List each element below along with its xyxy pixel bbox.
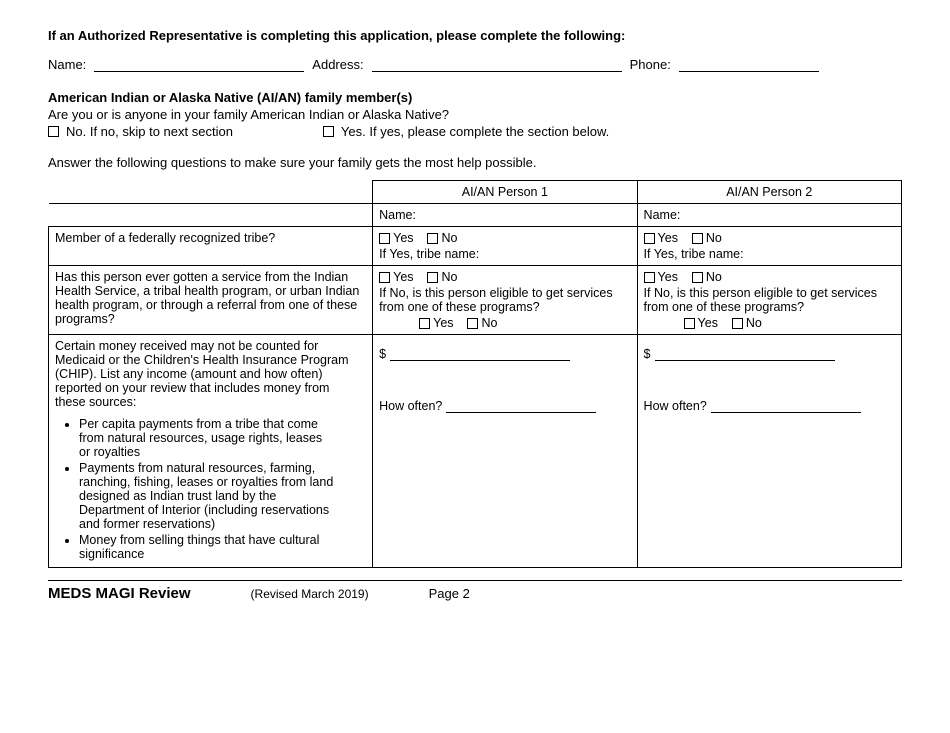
list-item: Per capita payments from a tribe that co… (79, 417, 366, 459)
checkbox-icon[interactable] (379, 272, 390, 283)
p1-amount-line[interactable] (390, 347, 570, 361)
checkbox-icon[interactable] (379, 233, 390, 244)
list-item: Payments from natural resources, farming… (79, 461, 366, 531)
aian-instruct: Answer the following questions to make s… (48, 155, 902, 170)
p2-howoften-line[interactable] (711, 399, 861, 413)
q1-label: Member of a federally recognized tribe? (49, 227, 373, 266)
footer-revised: (Revised March 2019) (251, 587, 369, 601)
name-label: Name: (48, 57, 86, 72)
auth-rep-intro: If an Authorized Representative is compl… (48, 28, 902, 43)
header-person1: AI/AN Person 1 (373, 181, 637, 204)
address-label: Address: (312, 57, 363, 72)
q1-sub-p1: If Yes, tribe name: (379, 247, 630, 261)
table-row: Member of a federally recognized tribe? … (49, 227, 902, 266)
q1-sub-p2: If Yes, tribe name: (644, 247, 895, 261)
q3-p2[interactable]: $ How often? (637, 335, 901, 568)
checkbox-icon[interactable] (732, 318, 743, 329)
footer-divider (48, 580, 902, 581)
table-row: Certain money received may not be counte… (49, 335, 902, 568)
footer-title: MEDS MAGI Review (48, 585, 191, 602)
aian-yes-option[interactable]: Yes. If yes, please complete the section… (323, 124, 609, 139)
q3-bullets: Per capita payments from a tribe that co… (79, 417, 366, 561)
q2-label: Has this person ever gotten a service fr… (49, 266, 373, 335)
table-row: Has this person ever gotten a service fr… (49, 266, 902, 335)
header-person2: AI/AN Person 2 (637, 181, 901, 204)
checkbox-icon[interactable] (644, 233, 655, 244)
aian-title: American Indian or Alaska Native (AI/AN)… (48, 90, 902, 105)
q2-p1[interactable]: Yes No If No, is this person eligible to… (373, 266, 637, 335)
aian-no-label: No. If no, skip to next section (66, 124, 233, 139)
checkbox-icon (48, 126, 59, 137)
p1-howoften-line[interactable] (446, 399, 596, 413)
checkbox-icon[interactable] (684, 318, 695, 329)
q2-p2[interactable]: Yes No If No, is this person eligible to… (637, 266, 901, 335)
list-item: Money from selling things that have cult… (79, 533, 366, 561)
name-input-line[interactable] (94, 58, 304, 72)
footer: MEDS MAGI Review (Revised March 2019) Pa… (48, 585, 902, 602)
aian-table: AI/AN Person 1 AI/AN Person 2 Name: Name… (48, 180, 902, 568)
checkbox-icon[interactable] (692, 272, 703, 283)
q2-sub-p1: If No, is this person eligible to get se… (379, 286, 630, 314)
checkbox-icon[interactable] (427, 233, 438, 244)
table-row: AI/AN Person 1 AI/AN Person 2 (49, 181, 902, 204)
checkbox-icon (323, 126, 334, 137)
checkbox-icon[interactable] (644, 272, 655, 283)
aian-yes-label: Yes. If yes, please complete the section… (341, 124, 609, 139)
p1-name-cell[interactable]: Name: (373, 204, 637, 227)
aian-no-option[interactable]: No. If no, skip to next section (48, 124, 233, 139)
q2-sub-p2: If No, is this person eligible to get se… (644, 286, 895, 314)
p2-name-cell[interactable]: Name: (637, 204, 901, 227)
auth-rep-fields: Name: Address: Phone: (48, 57, 902, 72)
checkbox-icon[interactable] (427, 272, 438, 283)
checkbox-icon[interactable] (419, 318, 430, 329)
q1-p2[interactable]: Yes No If Yes, tribe name: (637, 227, 901, 266)
q3-p1[interactable]: $ How often? (373, 335, 637, 568)
p2-amount-line[interactable] (655, 347, 835, 361)
checkbox-icon[interactable] (692, 233, 703, 244)
footer-page: Page 2 (429, 586, 470, 601)
aian-question: Are you or is anyone in your family Amer… (48, 107, 902, 122)
phone-input-line[interactable] (679, 58, 819, 72)
address-input-line[interactable] (372, 58, 622, 72)
phone-label: Phone: (630, 57, 671, 72)
q1-p1[interactable]: Yes No If Yes, tribe name: (373, 227, 637, 266)
q3-label: Certain money received may not be counte… (49, 335, 373, 568)
checkbox-icon[interactable] (467, 318, 478, 329)
table-row: Name: Name: (49, 204, 902, 227)
